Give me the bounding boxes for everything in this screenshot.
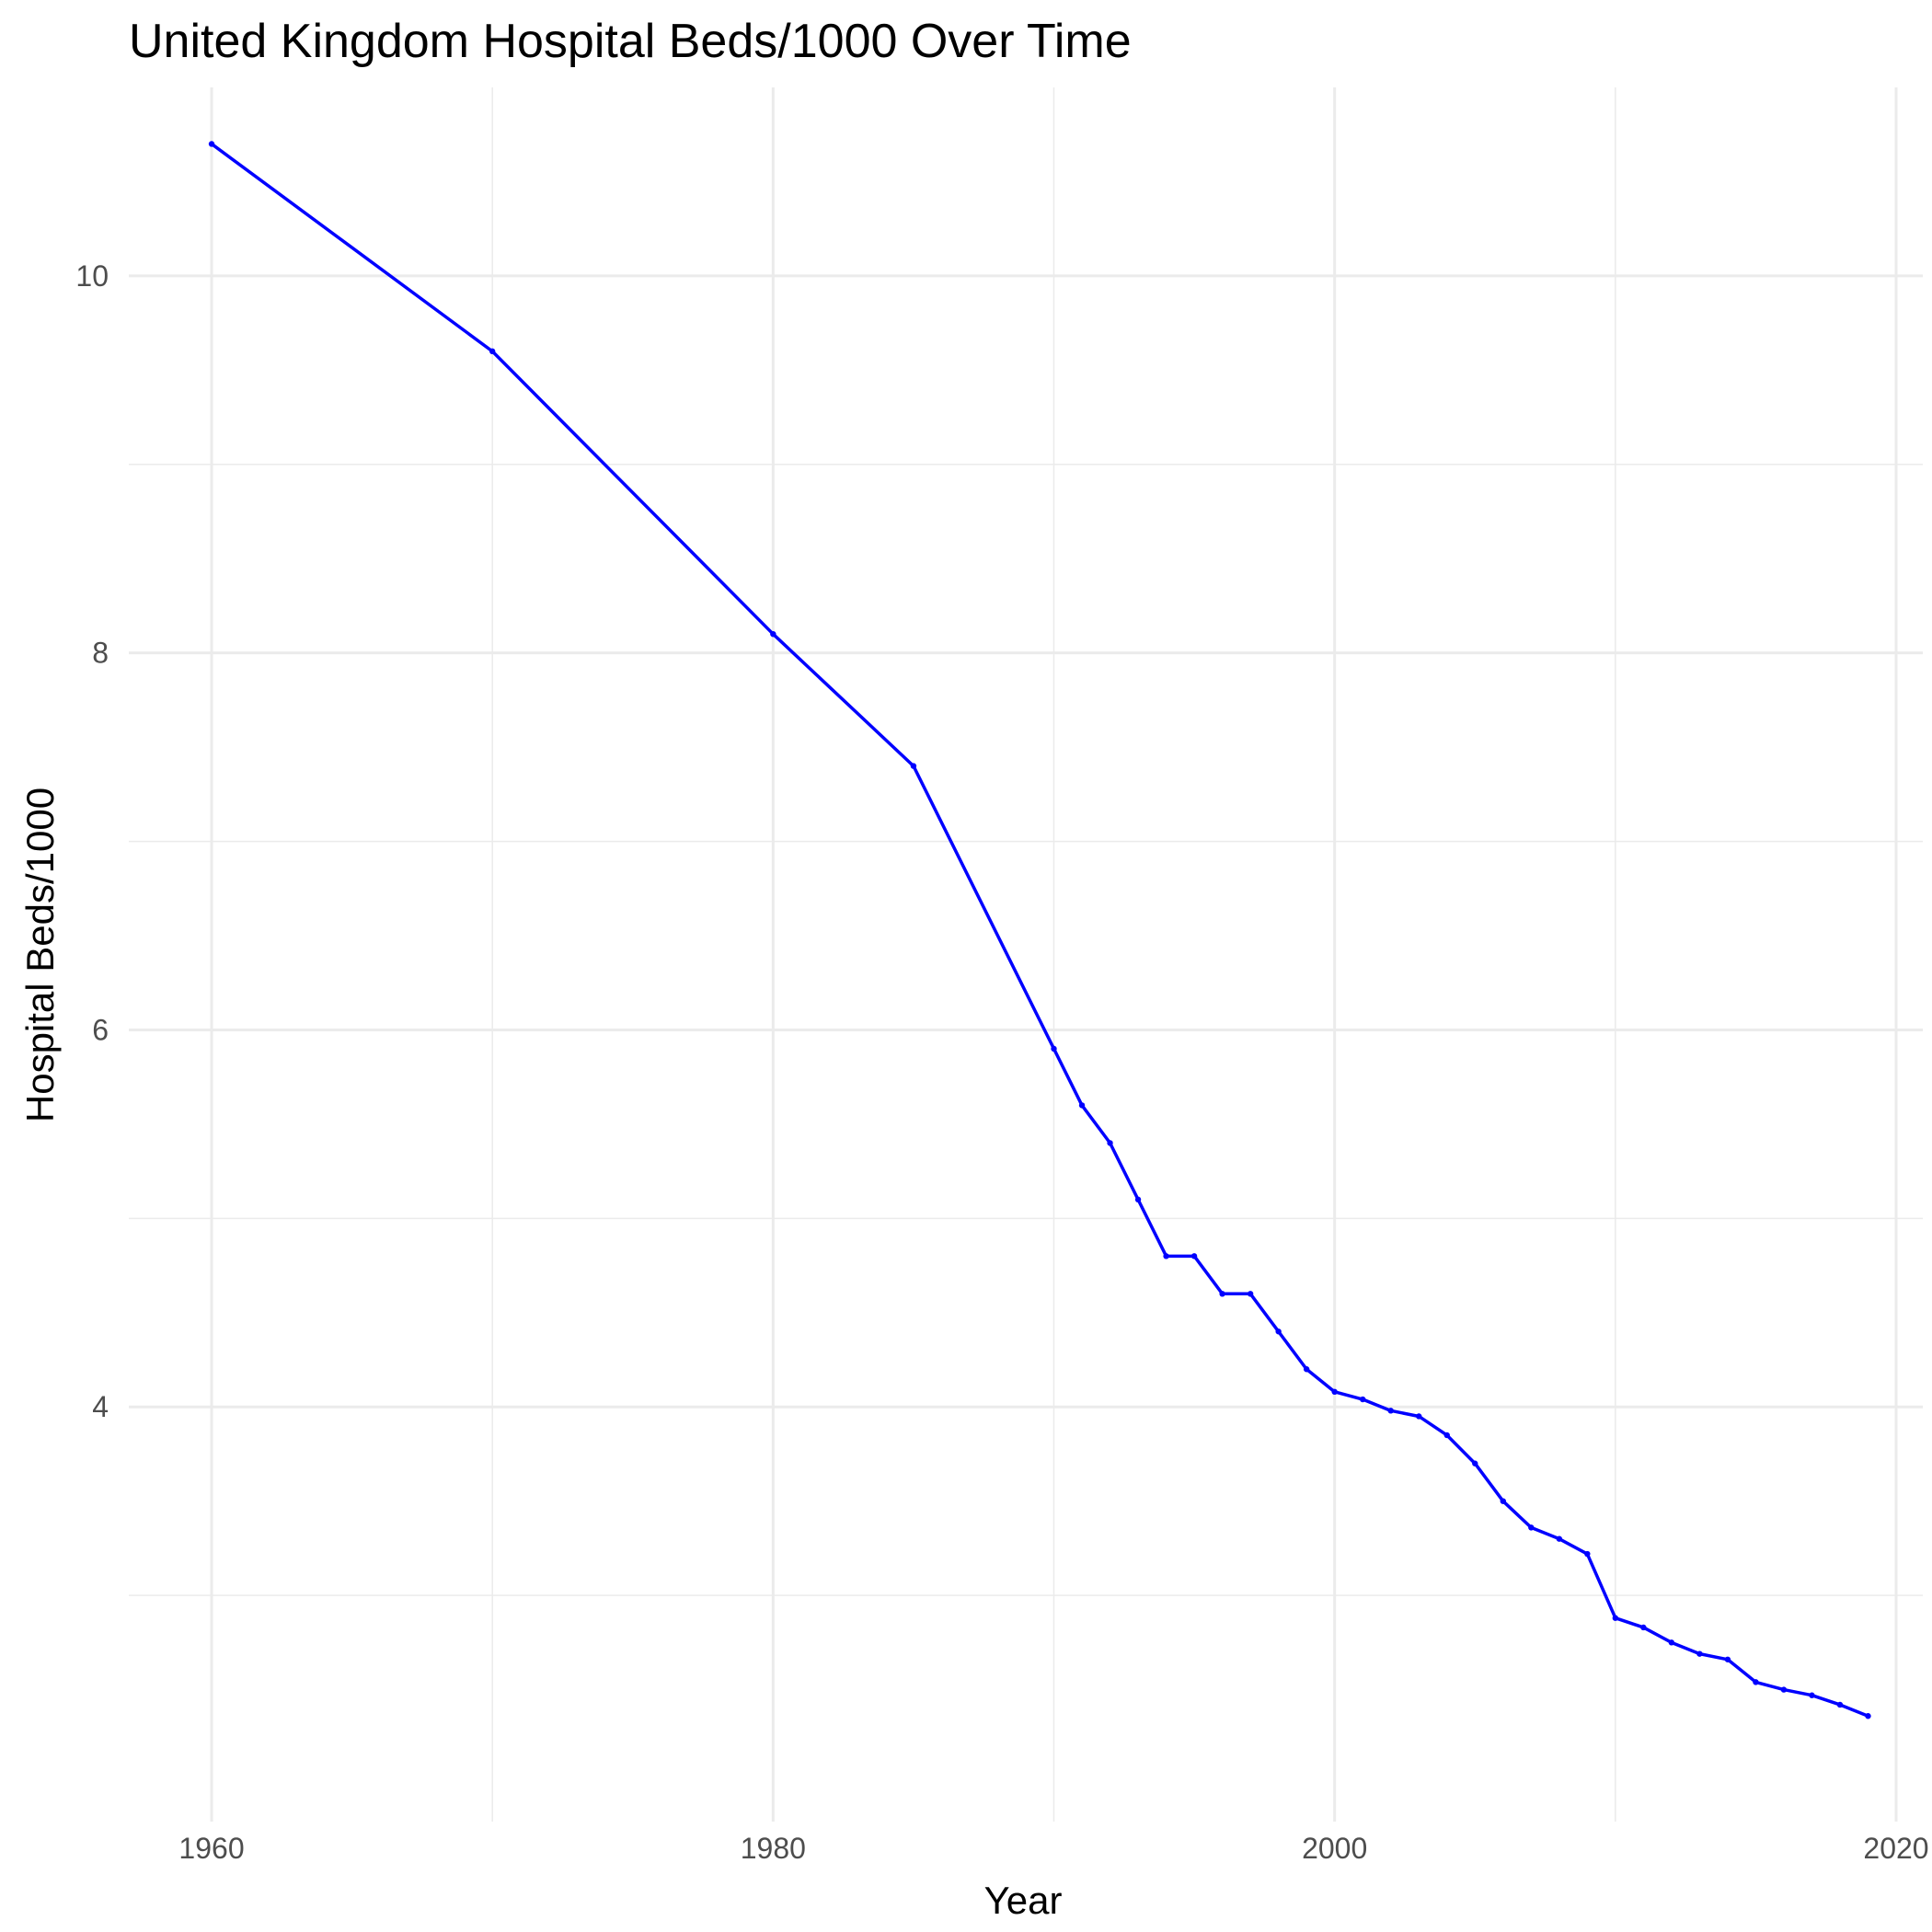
y-tick-label: 6 xyxy=(92,1013,109,1046)
y-tick-label: 4 xyxy=(92,1390,109,1423)
data-point xyxy=(1134,1196,1142,1203)
data-point xyxy=(1500,1498,1506,1504)
data-point xyxy=(1275,1328,1282,1335)
y-axis-tick-labels: 4 6 8 10 xyxy=(75,259,109,1423)
data-point xyxy=(1865,1713,1871,1719)
y-tick-label: 10 xyxy=(75,259,109,293)
data-point xyxy=(1359,1396,1366,1403)
data-point xyxy=(1780,1686,1788,1693)
data-point xyxy=(1556,1535,1563,1542)
minor-gridlines xyxy=(129,87,1923,1822)
data-point xyxy=(1331,1388,1338,1396)
x-tick-label: 1980 xyxy=(741,1832,806,1865)
x-tick-label: 2000 xyxy=(1302,1832,1367,1865)
data-point xyxy=(910,763,917,769)
data-point xyxy=(1051,1045,1057,1052)
data-point xyxy=(1640,1624,1647,1631)
data-point xyxy=(1078,1102,1086,1109)
major-gridlines xyxy=(129,87,1923,1822)
data-point xyxy=(208,141,215,147)
data-point xyxy=(1472,1460,1478,1466)
series-line xyxy=(210,142,1870,1719)
data-point xyxy=(1219,1291,1225,1297)
x-axis-tick-labels: 1960 1980 2000 2020 xyxy=(178,1832,1928,1865)
data-point xyxy=(770,630,776,638)
y-axis-title: Hospital Beds/1000 xyxy=(18,788,62,1122)
data-point xyxy=(1724,1656,1731,1662)
x-tick-label: 1960 xyxy=(178,1832,244,1865)
data-point xyxy=(1190,1253,1198,1259)
x-axis-title: Year xyxy=(984,1879,1063,1922)
data-point xyxy=(1303,1366,1310,1373)
data-point xyxy=(1753,1679,1759,1685)
y-tick-label: 8 xyxy=(92,637,109,670)
chart-title: United Kingdom Hospital Beds/1000 Over T… xyxy=(129,15,1132,68)
series-layer xyxy=(208,141,1871,1719)
data-point xyxy=(489,348,496,355)
data-point xyxy=(1836,1701,1844,1708)
data-point xyxy=(1387,1408,1394,1414)
data-point xyxy=(1612,1615,1619,1621)
x-tick-label: 2020 xyxy=(1863,1832,1928,1865)
data-point xyxy=(1416,1413,1422,1420)
data-point xyxy=(1668,1639,1675,1646)
data-point xyxy=(1528,1524,1535,1531)
data-point xyxy=(1696,1650,1703,1657)
data-point xyxy=(1809,1692,1815,1698)
data-point xyxy=(1443,1432,1450,1439)
data-point xyxy=(1163,1253,1169,1259)
data-point xyxy=(1247,1291,1254,1297)
data-point xyxy=(1584,1550,1591,1558)
data-point xyxy=(1107,1140,1113,1146)
